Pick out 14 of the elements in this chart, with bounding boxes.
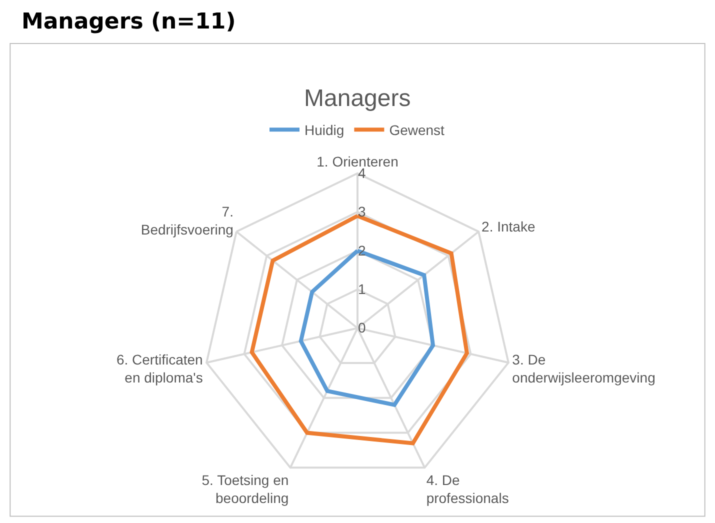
y-tick-label: 0: [358, 320, 366, 336]
legend-label: Gewenst: [389, 122, 445, 138]
spoke-label: 2. Intake: [482, 218, 536, 234]
spoke-label: 4. De professionals: [426, 472, 509, 506]
legend-label: Huidig: [304, 122, 344, 138]
spoke-label: 5. Toetsing en beoordeling: [202, 472, 289, 506]
chart-title: Managers (n=11): [21, 9, 236, 34]
spoke-label: 7. Bedrijfsvoering: [140, 204, 234, 238]
spoke-label: 1. Orienteren: [316, 154, 398, 170]
y-tick-label: 3: [358, 204, 366, 220]
spoke-label: 6. Certificaten en diploma's: [116, 351, 203, 386]
y-tick-label: 1: [358, 280, 366, 297]
chart-subtitle: Managers: [304, 85, 411, 112]
spoke-label: 3. De onderwijsleeromgeving: [512, 351, 656, 386]
